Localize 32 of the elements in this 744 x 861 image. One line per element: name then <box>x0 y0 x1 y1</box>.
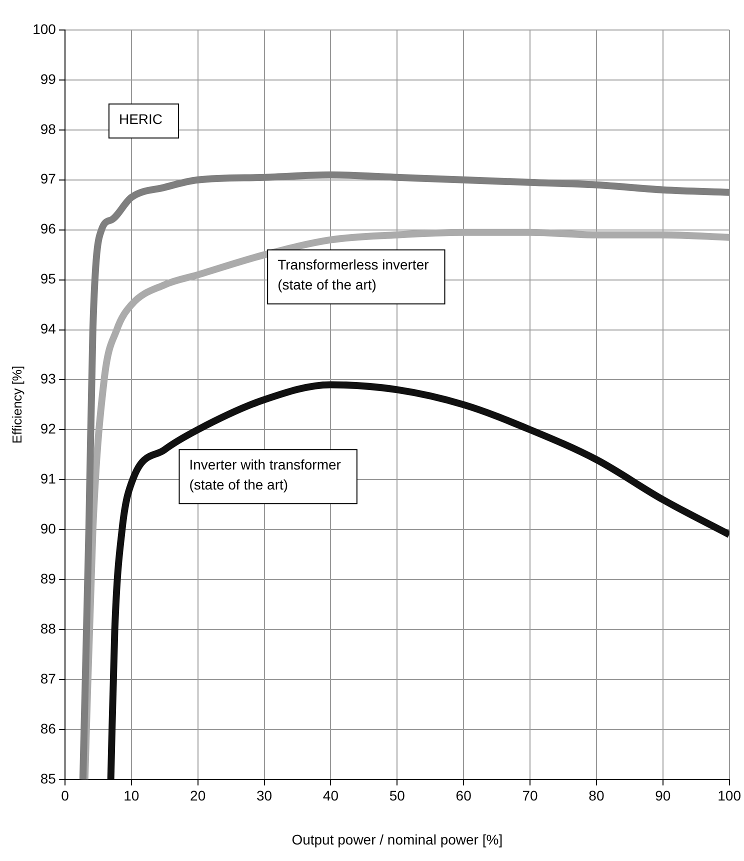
y-tick-label: 91 <box>40 470 56 486</box>
x-tick-label: 60 <box>456 788 472 804</box>
annotation: Inverter with transformer (state of the art) <box>189 456 342 493</box>
y-tick-label: 92 <box>40 420 56 437</box>
y-tick-label: 86 <box>40 720 56 736</box>
y-tick-label: 90 <box>40 520 56 536</box>
x-tick-label: 20 <box>190 788 206 804</box>
y-tick-label: 97 <box>40 170 56 187</box>
y-tick-label: 94 <box>40 320 56 337</box>
y-tick-label: 89 <box>40 570 56 586</box>
y-tick-label: 88 <box>40 620 56 636</box>
x-tick-label: 40 <box>322 788 339 804</box>
y-tick-label: 99 <box>40 70 56 87</box>
x-tick-label: 70 <box>522 788 538 804</box>
x-tick-label: 100 <box>718 788 742 804</box>
y-tick-label: 95 <box>40 270 56 287</box>
x-axis-title: Output power / nominal power [%] <box>292 831 503 848</box>
x-tick-label: 30 <box>256 788 272 804</box>
y-axis-title: Efficiency [%] <box>9 366 24 444</box>
x-tick-label: 80 <box>588 788 604 804</box>
x-tick-label: 10 <box>124 788 140 804</box>
y-tick-label: 100 <box>32 20 56 37</box>
y-tick-label: 93 <box>40 370 56 387</box>
x-tick-label: 0 <box>61 788 70 804</box>
annotation: HERIC <box>118 110 163 127</box>
x-tick-label: 50 <box>389 788 406 804</box>
annotation: Transformerless inverter (state of the art) <box>278 256 430 293</box>
y-tick-label: 96 <box>40 220 56 237</box>
y-tick-label: 98 <box>40 120 56 137</box>
x-tick-label: 90 <box>655 788 671 804</box>
y-tick-label: 85 <box>40 770 56 786</box>
y-tick-label: 87 <box>40 670 56 686</box>
